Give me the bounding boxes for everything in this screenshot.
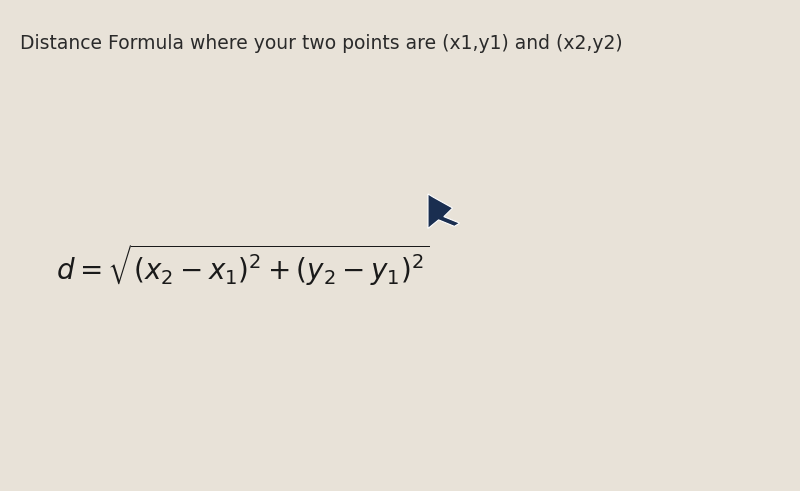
Polygon shape	[428, 194, 460, 228]
Text: $d = \sqrt{(x_2 - x_1)^2 + (y_2 - y_1)^2}$: $d = \sqrt{(x_2 - x_1)^2 + (y_2 - y_1)^2…	[56, 243, 430, 288]
Text: Distance Formula where your two points are (x1,y1) and (x2,y2): Distance Formula where your two points a…	[20, 34, 622, 54]
